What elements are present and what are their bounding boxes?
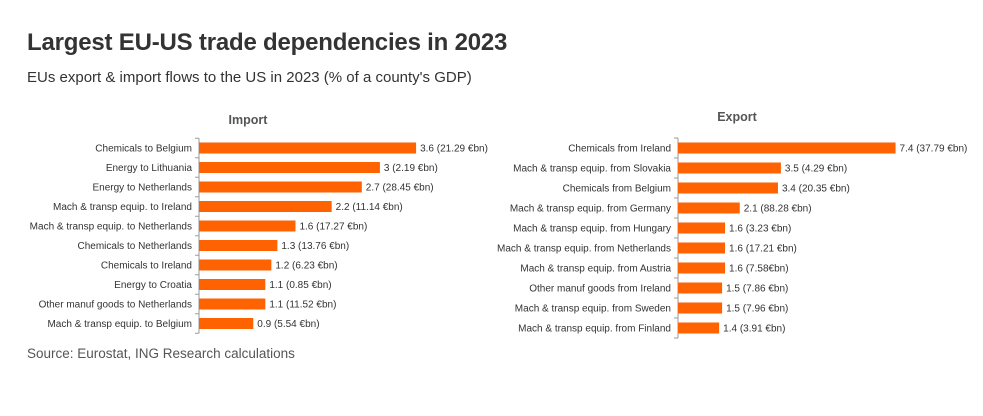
import-bar — [199, 259, 272, 271]
export-data-label: 1.5 (7.86 €bn) — [726, 284, 788, 295]
import-data-label: 2.7 (28.45 €bn) — [366, 183, 434, 194]
import-data-label: 1.1 (0.85 €bn) — [269, 280, 331, 291]
export-bar — [678, 142, 896, 154]
export-data-label: 3.4 (20.35 €bn) — [782, 184, 850, 195]
import-data-label: 0.9 (5.54 €bn) — [257, 319, 319, 330]
import-category-label: Other manuf goods to Netherlands — [39, 300, 192, 311]
import-data-label: 1.6 (17.27 €bn) — [299, 222, 367, 233]
import-bar — [199, 279, 266, 290]
export-bar — [678, 302, 723, 314]
import-category-label: Chemicals to Ireland — [101, 261, 192, 272]
import-bar — [199, 318, 254, 329]
chart-subtitle: EUs export & import flows to the US in 2… — [27, 69, 472, 86]
export-data-label: 1.6 (3.23 €bn) — [729, 224, 791, 235]
export-bar — [678, 262, 726, 274]
export-bar — [678, 222, 726, 234]
export-bar — [678, 322, 720, 334]
import-category-label: Mach & transp equip. to Belgium — [47, 319, 192, 330]
import-chart-title: Import — [229, 113, 269, 127]
export-data-label: 1.5 (7.96 €bn) — [726, 304, 788, 315]
import-data-label: 3 (2.19 €bn) — [384, 163, 438, 174]
import-category-label: Mach & transp equip. to Ireland — [53, 202, 192, 213]
export-category-label: Mach & transp equip. from Finland — [518, 324, 671, 335]
source-note: Source: Eurostat, ING Research calculati… — [27, 346, 295, 361]
import-bar — [199, 298, 266, 310]
export-category-label: Other manuf goods from Ireland — [529, 284, 671, 295]
export-data-label: 1.6 (7.58€bn) — [729, 264, 789, 275]
import-bar — [199, 181, 362, 193]
import-bar — [199, 201, 332, 212]
import-data-label: 1.1 (11.52 €bn) — [269, 300, 336, 311]
import-category-label: Energy to Croatia — [114, 280, 192, 291]
export-bar — [678, 282, 723, 294]
export-chart-title: Export — [717, 110, 757, 124]
export-bar — [678, 202, 740, 214]
export-category-label: Mach & transp equip. from Slovakia — [513, 164, 671, 175]
chart-title: Largest EU-US trade dependencies in 2023 — [27, 29, 508, 56]
export-bar — [678, 182, 778, 194]
import-category-label: Mach & transp equip. to Netherlands — [30, 222, 192, 233]
export-bar — [678, 242, 726, 254]
export-data-label: 1.6 (17.21 €bn) — [729, 244, 797, 255]
export-category-label: Chemicals from Belgium — [563, 184, 671, 195]
export-category-label: Mach & transp equip. from Austria — [520, 264, 671, 275]
export-bar — [678, 162, 781, 174]
export-data-label: 2.1 (88.28 €bn) — [744, 204, 812, 215]
import-category-label: Chemicals to Belgium — [95, 144, 192, 155]
export-category-label: Mach & transp equip. from Netherlands — [497, 244, 671, 255]
import-data-label: 2.2 (11.14 €bn) — [336, 202, 403, 213]
export-data-label: 1.4 (3.91 €bn) — [723, 324, 785, 335]
import-bar — [199, 142, 417, 154]
export-data-label: 3.5 (4.29 €bn) — [785, 164, 847, 175]
import-data-label: 1.3 (13.76 €bn) — [281, 241, 349, 252]
import-bar — [199, 240, 278, 251]
export-category-label: Mach & transp equip. from Sweden — [515, 304, 671, 315]
export-category-label: Chemicals from Ireland — [568, 144, 671, 155]
export-category-label: Mach & transp equip. from Germany — [510, 204, 671, 215]
import-category-label: Energy to Netherlands — [92, 183, 192, 194]
import-category-label: Energy to Lithuania — [106, 163, 193, 174]
export-category-label: Mach & transp equip. from Hungary — [513, 224, 671, 235]
import-data-label: 3.6 (21.29 €bn) — [420, 144, 488, 155]
import-bar — [199, 162, 380, 173]
import-data-label: 1.2 (6.23 €bn) — [275, 261, 337, 272]
import-bar — [199, 220, 296, 232]
export-data-label: 7.4 (37.79 €bn) — [900, 144, 968, 155]
import-category-label: Chemicals to Netherlands — [78, 241, 193, 252]
